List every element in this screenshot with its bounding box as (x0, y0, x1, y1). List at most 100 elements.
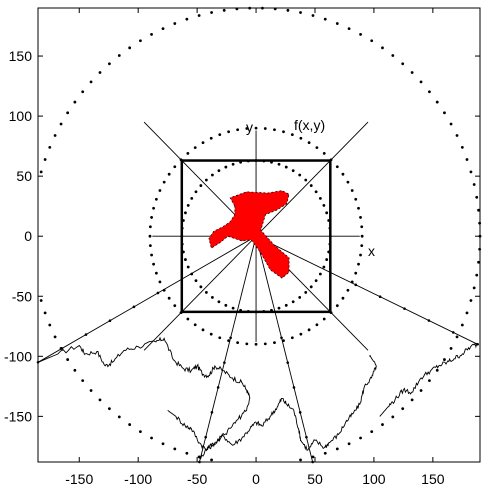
outer-dotted-circle-point (455, 134, 459, 137)
middle-dotted-circle-point (359, 253, 362, 257)
ray-sample-point (223, 361, 226, 364)
middle-dotted-circle-point (335, 304, 339, 308)
inner-dotted-circle-point (184, 211, 187, 215)
outer-dotted-circle-point (370, 430, 374, 434)
inner-dotted-circle-point (284, 303, 288, 307)
outer-dotted-circle-point (117, 54, 121, 57)
outer-dotted-circle-point (401, 62, 405, 66)
outer-dotted-circle-point (185, 451, 189, 455)
middle-dotted-circle-point (173, 304, 177, 308)
bounding-square (180, 159, 332, 314)
middle-dotted-circle-point (154, 197, 158, 201)
outer-dotted-circle-point (465, 158, 469, 161)
inner-dotted-circle-point (291, 300, 295, 304)
x-tick-label: -100 (124, 471, 152, 487)
blob-layer (208, 190, 290, 279)
middle-dotted-circle-point (218, 133, 222, 137)
middle-dotted-circle-point (209, 136, 213, 140)
outer-dotted-circle-point (117, 415, 121, 419)
bottom-boundary-right (379, 342, 478, 417)
outer-dotted-circle-point (435, 368, 439, 372)
outer-dotted-circle-point (150, 32, 153, 36)
outer-dotted-circle-point (419, 80, 423, 84)
outer-dotted-circle-point (98, 71, 102, 74)
outer-dotted-circle-point (98, 398, 102, 402)
middle-dotted-circle-point (315, 323, 319, 327)
rays-layer (36, 235, 479, 464)
middle-dotted-circle-point (167, 296, 171, 300)
outer-dotted-circle-point (391, 54, 395, 57)
outer-dotted-circle-point (370, 39, 374, 43)
inner-dotted-circle-point (318, 272, 322, 276)
middle-dotted-circle-point (299, 136, 303, 140)
ray-sample-point (204, 435, 208, 439)
outer-dotted-circle-point (128, 46, 132, 50)
outer-dotted-circle-point (107, 407, 111, 411)
outer-dotted-circle-point (335, 447, 339, 451)
middle-dotted-circle-point (350, 189, 354, 192)
ray-sample-point (216, 386, 220, 389)
axes-layer: -150 -100 -50 0 50 100 150 150 100 50 0 -50 -100 -150 (4, 7, 481, 487)
outer-dotted-circle-point (53, 335, 57, 339)
diagonal-line (255, 121, 369, 237)
outer-dotted-circle-point (469, 170, 473, 174)
inner-dotted-circle-point (224, 303, 228, 307)
middle-dotted-circle-point (201, 328, 205, 332)
outer-dotted-circle-point (323, 17, 327, 21)
middle-dotted-circle-point (290, 336, 294, 340)
outer-dotted-circle-point (335, 22, 339, 25)
inner-dotted-circle-point (199, 285, 203, 289)
middle-dotted-circle-point (357, 262, 360, 266)
middle-dotted-circle-point (350, 280, 354, 284)
inner-dotted-circle-point (314, 279, 318, 283)
inner-dotted-circle-point (309, 285, 313, 289)
inner-dotted-circle-point (194, 190, 198, 194)
outer-dotted-circle-point (311, 455, 315, 459)
middle-dotted-circle-point (148, 244, 152, 248)
middle-dotted-circle-point (186, 151, 190, 155)
middle-dotted-circle-point (158, 189, 162, 192)
middle-dotted-circle-point (354, 197, 358, 201)
outer-dotted-circle-point (477, 260, 480, 264)
middle-dotted-circle-point (152, 206, 155, 210)
middle-dotted-circle-point (360, 234, 364, 238)
outer-dotted-circle-point (139, 39, 142, 43)
middle-dotted-circle-point (150, 216, 153, 219)
inner-dotted-circle-point (298, 173, 302, 177)
ray-sample-point (286, 361, 290, 364)
x-tick-label: 50 (307, 471, 323, 487)
boundary-ray (37, 235, 257, 363)
middle-dotted-circle-point (290, 133, 294, 137)
outer-dotted-circle-point (472, 286, 476, 290)
inner-dotted-circle-point (190, 196, 194, 200)
middle-dotted-circle-point (209, 332, 213, 336)
outer-dotted-circle-point (73, 100, 77, 104)
outer-dotted-circle-point (381, 46, 384, 50)
middle-dotted-circle-point (148, 234, 152, 238)
inner-dotted-circle-point (186, 265, 190, 269)
middle-dotted-circle-point (282, 339, 285, 343)
outer-dotted-circle-point (347, 27, 351, 31)
inner-dotted-circle-point (217, 300, 221, 304)
outer-dotted-circle-point (73, 368, 77, 372)
inner-dotted-circle-point (325, 211, 329, 215)
outer-dotted-circle-point (53, 134, 57, 137)
outer-dotted-circle-point (410, 71, 414, 74)
bottom-boundary-left (37, 336, 251, 460)
middle-dotted-circle-point (263, 342, 267, 346)
middle-dotted-circle-point (152, 262, 155, 266)
outer-dotted-circle-point (428, 379, 431, 383)
middle-dotted-circle-point (307, 141, 311, 144)
boundary-ray (199, 236, 257, 463)
outer-dotted-circle-point (59, 122, 63, 126)
outer-dotted-circle-point (173, 447, 177, 451)
inner-dotted-circle-point (284, 165, 288, 169)
inner-dotted-circle-point (199, 184, 203, 187)
outer-dotted-circle-point (410, 398, 414, 402)
y-tick-label: 100 (9, 108, 33, 124)
ray-sample-point (298, 411, 302, 414)
x-tick-label: -150 (65, 471, 93, 487)
middle-dotted-circle-point (186, 317, 190, 321)
